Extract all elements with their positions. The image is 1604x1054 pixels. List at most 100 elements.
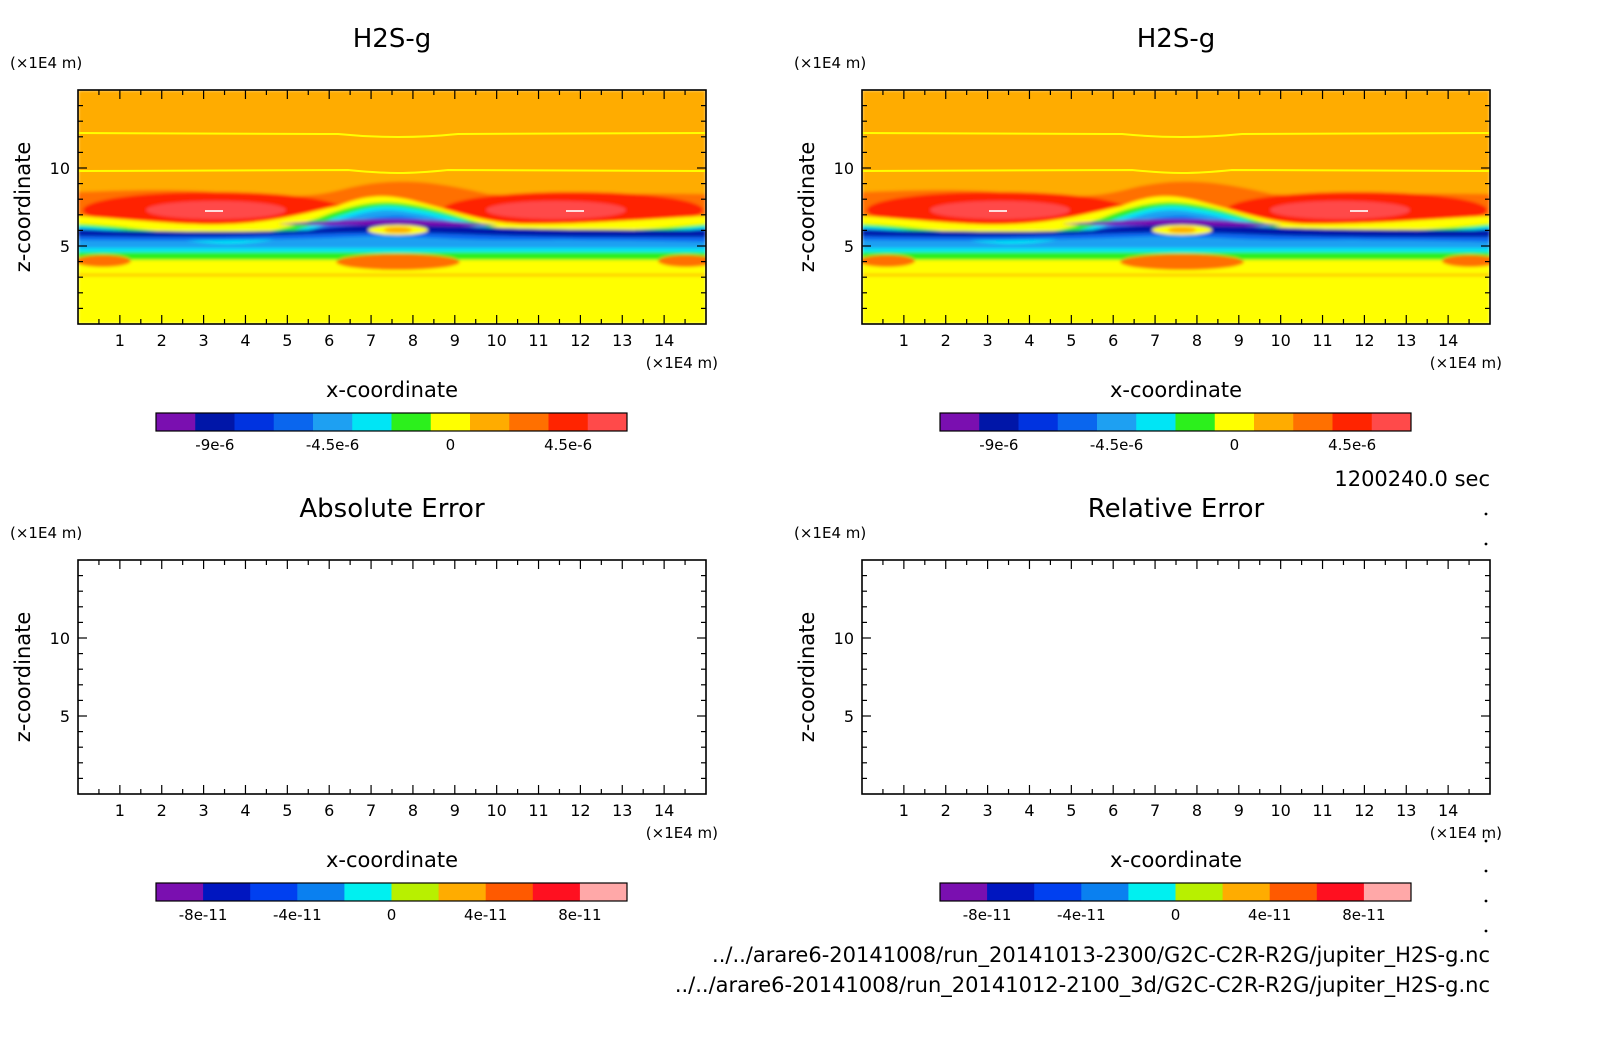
colorbar: -9e-6 -4.5e-6 0 4.5e-6: [939, 412, 1412, 454]
x-tick-label: 9: [1234, 331, 1244, 350]
colorbar-swatch: [1128, 883, 1176, 901]
y-tick-label: 5: [60, 707, 70, 726]
tick-marks: [862, 90, 1490, 324]
colorbar-swatch: [1081, 883, 1129, 901]
colorbar-tick-label: 0: [387, 906, 397, 924]
colorbar-swatch: [1136, 413, 1176, 431]
x-tick-label: 10: [1270, 331, 1290, 350]
colorbar-swatch: [470, 413, 510, 431]
x-tick-label: 14: [1438, 801, 1458, 820]
x-tick-label: 8: [408, 801, 418, 820]
colorbar-swatch: [1175, 883, 1224, 901]
x-axis-label: x-coordinate: [326, 378, 458, 402]
x-tick-label: 5: [282, 331, 292, 350]
colorbar-swatch: [203, 883, 251, 901]
file-path-1: ../../arare6-20141008/run_20141013-2300/…: [712, 943, 1490, 968]
colorbar-tick-label: 4.5e-6: [544, 436, 592, 454]
colorbar-swatch: [1332, 413, 1373, 431]
x-tick-label: 2: [157, 801, 167, 820]
x-tick-label: 3: [983, 331, 993, 350]
x-tick-label: 4: [240, 331, 250, 350]
x-tick-label: 4: [240, 801, 250, 820]
colorbar-swatch: [485, 883, 534, 901]
x-tick-label: 1: [899, 801, 909, 820]
x-tick-label: 7: [1150, 801, 1160, 820]
x-tick-label: 12: [1354, 331, 1374, 350]
colorbar-swatch: [391, 413, 432, 431]
x-tick-label: 6: [324, 801, 334, 820]
colorbar-frame: [939, 882, 1412, 902]
colorbar-swatch: [1269, 883, 1318, 901]
colorbar-swatch: [1293, 413, 1333, 431]
colorbar-tick-label: 4e-11: [1248, 906, 1291, 924]
colorbar-frame: [155, 412, 628, 432]
tick-marks: [78, 90, 706, 324]
y-tick-label: 10: [50, 159, 70, 178]
y-axis-label: z-coordinate: [11, 612, 35, 743]
x-tick-label: 13: [612, 331, 632, 350]
x-tick-label: 12: [1354, 801, 1374, 820]
colorbar-swatch: [987, 883, 1035, 901]
colorbar-tick-label: 0: [1171, 906, 1181, 924]
colorbar-swatch: [1097, 413, 1137, 431]
x-tick-label: 6: [1108, 801, 1118, 820]
contour-lines: [862, 132, 1490, 174]
x-tick-label: 12: [570, 801, 590, 820]
colorbar-swatch: [579, 883, 628, 901]
colorbar-tick-label: -8e-11: [963, 906, 1012, 924]
colorbar-frame: [155, 882, 628, 902]
colorbar-tick-label: -4.5e-6: [306, 436, 359, 454]
colorbar-swatch: [430, 413, 471, 431]
x-tick-label: 11: [1312, 331, 1332, 350]
tick-marks: [862, 560, 1490, 794]
x-tick-label: 13: [1396, 331, 1416, 350]
x-tick-label: 1: [115, 331, 125, 350]
x-tick-label: 3: [199, 801, 209, 820]
panel-title: H2S-g: [1137, 24, 1215, 54]
y-tick-label: 5: [60, 237, 70, 256]
contour-shapes: [78, 90, 706, 324]
colorbar-swatch: [1363, 883, 1412, 901]
tick-marks: [78, 560, 706, 794]
colorbar-swatch: [297, 883, 345, 901]
x-tick-label: 2: [941, 331, 951, 350]
x-tick-label: 9: [1234, 801, 1244, 820]
colorbar-swatch: [234, 413, 275, 431]
colorbar-swatch: [1254, 413, 1294, 431]
x-tick-label: 9: [450, 801, 460, 820]
colorbar-swatch: [391, 883, 440, 901]
colorbar-swatch: [1316, 883, 1365, 901]
colorbar-swatch: [273, 413, 314, 431]
colorbar-tick-label: 0: [1230, 436, 1240, 454]
x-unit-label: (×1E4 m): [646, 354, 718, 372]
colorbar-tick-label: 0: [446, 436, 456, 454]
x-tick-label: 11: [1312, 801, 1332, 820]
x-tick-label: 12: [570, 331, 590, 350]
x-axis-label: x-coordinate: [1110, 848, 1242, 872]
colorbar-swatch: [1018, 413, 1059, 431]
x-tick-label: 8: [1192, 331, 1202, 350]
x-tick-label: 4: [1024, 331, 1034, 350]
y-unit-label: (×1E4 m): [10, 524, 82, 542]
x-tick-label: 14: [1438, 331, 1458, 350]
x-tick-label: 7: [1150, 331, 1160, 350]
colorbar-swatch: [313, 413, 353, 431]
contour-shapes: [862, 90, 1490, 324]
x-tick-label: 13: [1396, 801, 1416, 820]
x-tick-label: 3: [983, 801, 993, 820]
x-axis-label: x-coordinate: [326, 848, 458, 872]
colorbar: -9e-6 -4.5e-6 0 4.5e-6: [155, 412, 628, 454]
x-tick-label: 4: [1024, 801, 1034, 820]
colorbar-swatch: [1034, 883, 1082, 901]
panel-title: Relative Error: [1088, 494, 1265, 524]
plot-area: [862, 560, 1490, 794]
y-unit-label: (×1E4 m): [794, 524, 866, 542]
plot-area: [78, 560, 706, 794]
x-tick-label: 5: [1066, 331, 1076, 350]
colorbar-tick-label: 8e-11: [1342, 906, 1385, 924]
colorbar-tick-label: -4e-11: [273, 906, 322, 924]
time-label: 1200240.0 sec: [1334, 467, 1490, 491]
